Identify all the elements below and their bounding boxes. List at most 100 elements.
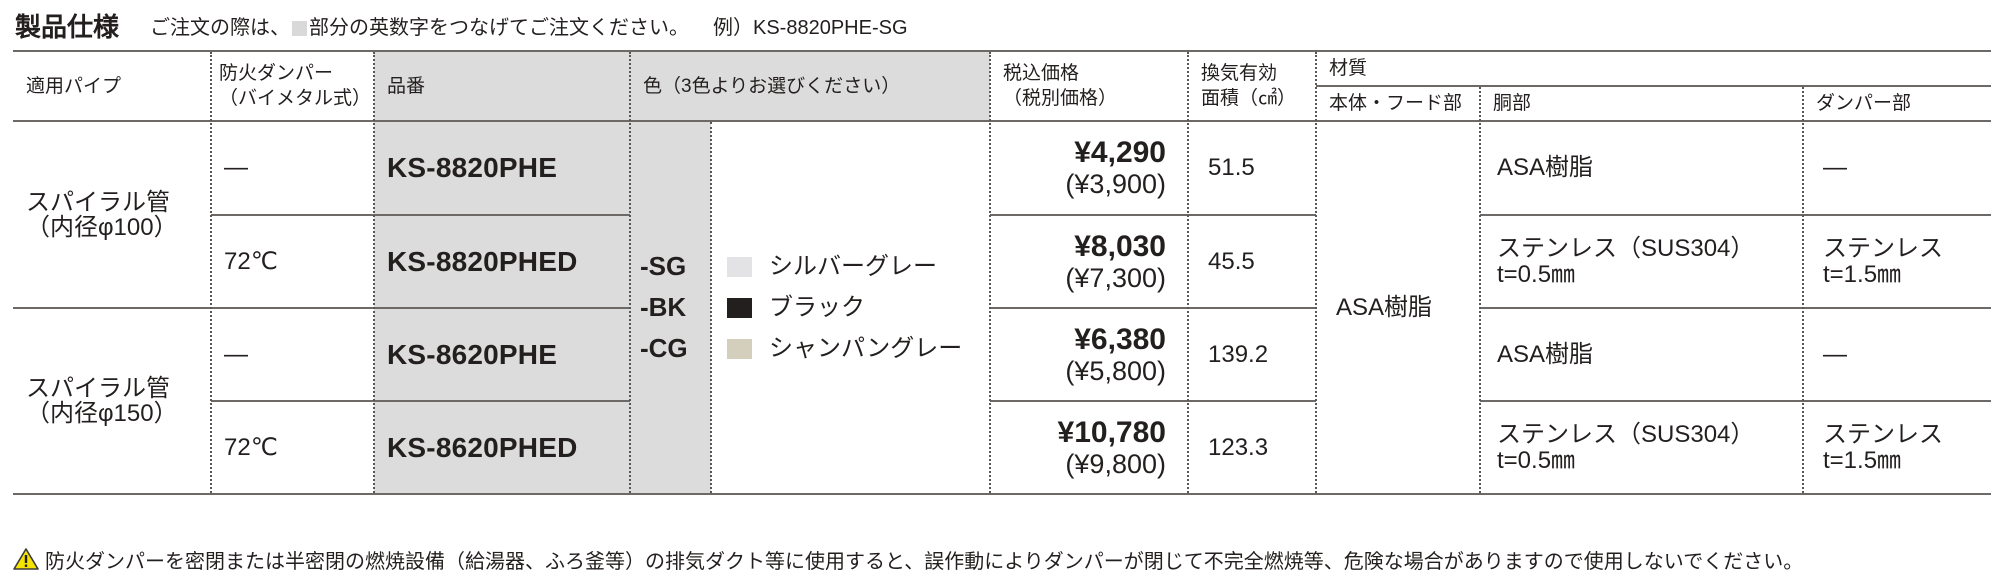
order-note-before: ご注文の際は、 <box>150 17 290 39</box>
color-name: シャンパングレー <box>769 335 963 362</box>
warning-triangle-icon <box>13 548 39 570</box>
header-area-line2: 面積（㎠） <box>1201 88 1297 109</box>
header-material-damper: ダンパー部 <box>1803 87 1991 120</box>
column-divider <box>1479 87 1481 493</box>
black-swatch-icon <box>727 297 752 318</box>
trunk-thickness: t=0.5㎜ <box>1497 260 1576 288</box>
trunk-material: ASA樹脂 <box>1497 154 1594 181</box>
page-title: 製品仕様 <box>15 12 120 42</box>
pipe-name: スパイラル管 <box>26 375 170 402</box>
price-excl-tax: (¥7,300) <box>1065 262 1166 293</box>
price-cell: ¥4,290 (¥3,900) <box>990 122 1188 214</box>
column-divider <box>210 52 212 493</box>
trunk-material: ステンレス（SUS304） <box>1497 420 1755 448</box>
color-code-bk: -BK <box>640 292 687 322</box>
damper-cell: 72℃ <box>224 433 278 461</box>
color-name: シルバーグレー <box>769 253 937 280</box>
warning-text: 防火ダンパーを密閉または半密閉の燃焼設備（給湯器、ふろ釜等）の排気ダクト等に使用… <box>45 550 1804 573</box>
damper-material-cell: ステンレス t=1.5㎜ <box>1803 216 1991 307</box>
part-number: KS-8820PHE <box>387 152 558 183</box>
damper-thickness: t=1.5㎜ <box>1823 260 1902 288</box>
color-code-cg: -CG <box>640 333 688 363</box>
damper-material: ステンレス <box>1823 234 1943 262</box>
table-top-rule <box>13 50 1991 52</box>
header-color: 色（3色よりお選びください） <box>630 52 990 120</box>
champagne-grey-swatch-icon <box>727 338 752 359</box>
price-excl-tax: (¥3,900) <box>1065 169 1166 199</box>
column-divider <box>1187 52 1189 493</box>
part-number: KS-8620PHE <box>387 338 558 370</box>
color-name: ブラック <box>769 294 865 321</box>
price-cell: ¥10,780 (¥9,800) <box>990 402 1188 493</box>
color-codes: -SG -BK -CG <box>630 122 711 493</box>
damper-material: ステンレス <box>1823 420 1943 448</box>
damper-cell: 72℃ <box>224 247 278 275</box>
row-rule <box>1480 307 1991 309</box>
header-price-line1: 税込価格 <box>1003 63 1080 84</box>
price-excl-tax: (¥5,800) <box>1065 355 1166 386</box>
column-divider <box>989 52 991 493</box>
damper-cell: — <box>224 154 248 181</box>
header-material-damper-label: ダンパー部 <box>1816 93 1912 114</box>
table-bottom-rule <box>13 493 1991 495</box>
row-rule <box>990 214 1316 216</box>
color-header-shade <box>630 51 990 121</box>
damper-material-cell: — <box>1803 309 1991 400</box>
body-material-cell: ASA樹脂 <box>1316 122 1480 493</box>
header-damper-line2: （バイメタル式） <box>219 88 372 109</box>
header-part-no-label: 品番 <box>387 75 426 97</box>
pipe-diameter: （内径φ100） <box>26 213 178 241</box>
trunk-material-cell: ステンレス（SUS304） t=0.5㎜ <box>1480 216 1803 307</box>
part-no-column-shade <box>374 51 630 494</box>
color-code-sg: -SG <box>640 251 687 281</box>
pipe-diameter: （内径φ150） <box>26 400 178 427</box>
price-incl-tax: ¥10,780 <box>1057 415 1166 449</box>
row-rule <box>211 214 630 216</box>
area-cell: 139.2 <box>1208 340 1269 368</box>
color-option-black: ブラック <box>711 287 990 328</box>
header-bottom-rule <box>13 120 1991 122</box>
row-rule <box>1480 214 1991 216</box>
gray-square-icon <box>292 20 307 36</box>
material-header-rule <box>1316 85 1991 87</box>
pipe-group: スパイラル管 （内径φ150） <box>13 309 211 493</box>
area-cell: 123.3 <box>1208 433 1269 461</box>
trunk-material: ASA樹脂 <box>1497 340 1594 368</box>
area-cell: 45.5 <box>1208 247 1255 275</box>
trunk-material-cell: ステンレス（SUS304） t=0.5㎜ <box>1480 402 1803 493</box>
header-part-no: 品番 <box>374 52 630 120</box>
header-material: 材質 <box>1316 52 1991 85</box>
order-example: 例）KS-8820PHE-SG <box>713 17 908 39</box>
column-divider <box>710 122 712 493</box>
header-price: 税込価格 （税別価格） <box>990 52 1188 120</box>
trunk-material-cell: ASA樹脂 <box>1480 309 1803 400</box>
column-divider <box>1802 87 1804 493</box>
warning-note: 防火ダンパーを密閉または半密閉の燃焼設備（給湯器、ふろ釜等）の排気ダクト等に使用… <box>13 545 1803 573</box>
header-material-trunk-label: 胴部 <box>1493 93 1532 114</box>
column-divider <box>373 52 375 493</box>
pipe-group: スパイラル管 （内径φ100） <box>13 122 211 307</box>
header-damper: 防火ダンパー （バイメタル式） <box>211 52 374 120</box>
header-material-trunk: 胴部 <box>1480 87 1803 120</box>
part-number: KS-8820PHED <box>387 245 578 277</box>
header-material-body-label: 本体・フード部 <box>1329 93 1463 114</box>
price-excl-tax: (¥9,800) <box>1065 448 1166 479</box>
trunk-material: ステンレス（SUS304） <box>1497 234 1755 262</box>
header-area: 換気有効 面積（㎠） <box>1188 52 1316 120</box>
price-cell: ¥8,030 (¥7,300) <box>990 216 1188 307</box>
color-option-champagne-grey: シャンパングレー <box>711 328 990 369</box>
header-price-line2: （税別価格） <box>1003 88 1118 109</box>
body-material: ASA樹脂 <box>1336 293 1433 321</box>
damper-material-cell: — <box>1803 122 1991 214</box>
column-divider <box>1315 52 1317 493</box>
row-rule <box>211 400 630 402</box>
trunk-thickness: t=0.5㎜ <box>1497 446 1576 474</box>
price-incl-tax: ¥6,380 <box>1074 322 1166 356</box>
header-color-label: 色（3色よりお選びください） <box>643 75 901 97</box>
area-cell: 51.5 <box>1208 154 1255 181</box>
header-pipe-label: 適用パイプ <box>26 75 122 97</box>
damper-cell: — <box>224 340 248 368</box>
row-rule <box>1480 400 1991 402</box>
part-number: KS-8620PHED <box>387 431 578 463</box>
damper-material: — <box>1823 154 1847 181</box>
